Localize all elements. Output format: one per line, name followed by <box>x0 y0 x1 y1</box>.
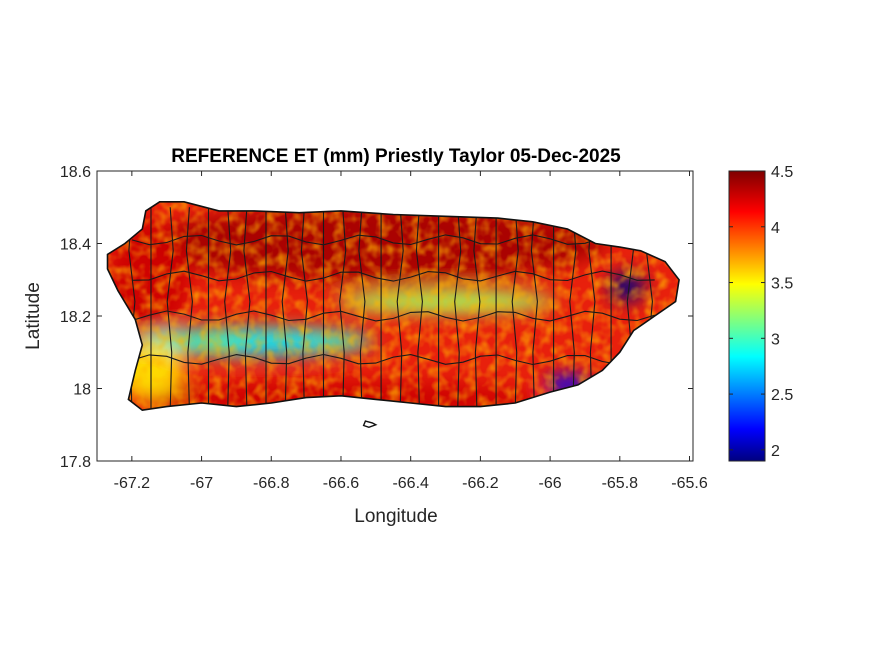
x-tick-label: -66.4 <box>392 475 429 492</box>
island-coastline <box>106 201 680 412</box>
municipality-line <box>131 353 655 366</box>
municipality-line <box>131 234 655 246</box>
y-axis-ticks: 17.8 18 18.2 18.4 18.6 <box>60 164 693 471</box>
x-tick-label: -65.8 <box>602 475 639 492</box>
y-tick-label: 18.6 <box>60 164 91 181</box>
municipality-line <box>358 207 366 411</box>
colorbar-tick-label: 4.5 <box>771 164 793 181</box>
x-tick-label: -66 <box>539 475 562 492</box>
colorbar-tick-label: 4 <box>771 220 780 237</box>
colorbar <box>728 170 766 462</box>
municipality-line <box>166 207 174 411</box>
y-tick-label: 17.8 <box>60 454 91 471</box>
municipality-line <box>473 207 481 411</box>
offshore-islet <box>362 420 378 429</box>
x-tick-label: -67 <box>190 475 213 492</box>
municipality-line <box>454 207 462 411</box>
x-axis-label: Longitude <box>354 506 437 527</box>
municipality-line <box>396 207 404 411</box>
colorbar-tick-label: 2 <box>771 443 780 460</box>
x-tick-label: -67.2 <box>114 475 151 492</box>
x-tick-label: -66.2 <box>462 475 499 492</box>
y-tick-label: 18.2 <box>60 309 91 326</box>
chart-title: REFERENCE ET (mm) Priestly Taylor 05-Dec… <box>171 146 621 167</box>
x-tick-label: -65.6 <box>671 475 708 492</box>
colorbar-tick-label: 3.5 <box>771 276 793 293</box>
municipality-line <box>243 207 251 411</box>
x-tick-label: -66.6 <box>323 475 360 492</box>
municipality-line <box>224 207 232 411</box>
municipality-line <box>339 207 347 411</box>
y-tick-label: 18 <box>73 382 91 399</box>
municipality-line <box>511 207 519 411</box>
colorbar-tick-label: 3 <box>771 331 780 348</box>
colorbar-ticks: 2 2.5 3 3.5 4 4.5 <box>729 164 793 460</box>
municipality-line <box>131 270 655 282</box>
y-tick-label: 18.4 <box>60 237 91 254</box>
municipality-line <box>530 207 538 411</box>
municipality-line <box>300 207 308 411</box>
y-axis-label: Latitude <box>23 282 44 350</box>
colorbar-tick-label: 2.5 <box>771 387 793 404</box>
municipality-line <box>415 207 423 411</box>
x-tick-label: -66.8 <box>253 475 290 492</box>
municipality-line <box>569 207 577 411</box>
x-axis-ticks: -67.2 -67 -66.8 -66.6 -66.4 -66.2 -66 -65.8 -65.… <box>114 171 708 492</box>
municipality-line <box>131 310 655 322</box>
